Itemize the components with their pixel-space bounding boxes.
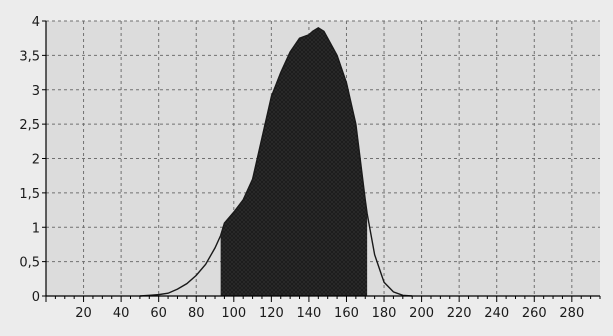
x-tick-label: 120 [259,306,284,321]
series-line [139,27,413,297]
y-tick-label: 3 [32,84,40,99]
x-tick-label: 40 [113,306,130,321]
x-tick-label: 160 [334,306,359,321]
axes [45,21,601,302]
series-area [139,27,413,297]
y-axis-ticks: 0 0,5 1 1,5 2 2,5 3 3,5 4 [19,15,46,305]
x-tick-label: 60 [150,306,167,321]
x-tick-label: 80 [188,306,205,321]
x-tick-label: 200 [409,306,434,321]
x-axis-ticks: 20 40 60 80 100 120 140 160 180 200 220 240 260 280 [75,306,584,321]
y-tick-label: 4 [32,15,40,30]
y-tick-label: 3,5 [19,49,40,64]
y-tick-label: 0,5 [19,256,40,271]
x-tick-label: 240 [484,306,509,321]
x-tick-label: 180 [372,306,397,321]
x-tick-label: 140 [297,306,322,321]
x-tick-label: 280 [559,306,584,321]
x-tick-label: 20 [75,306,92,321]
y-tick-label: 1,5 [19,187,40,202]
filled-region [220,27,368,296]
y-tick-label: 2 [32,153,40,168]
x-tick-label: 260 [522,306,547,321]
y-tick-label: 1 [32,221,40,236]
y-tick-label: 2,5 [19,118,40,133]
x-tick-label: 100 [221,306,246,321]
y-tick-label: 0 [32,290,40,305]
x-tick-label: 220 [447,306,472,321]
